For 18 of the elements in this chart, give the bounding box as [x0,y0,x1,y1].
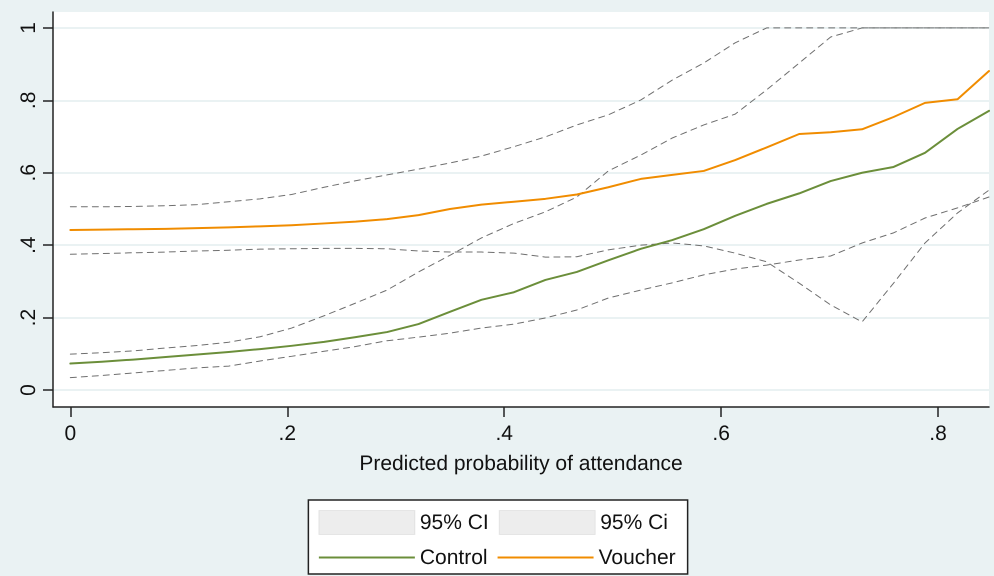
legend-label: 95% CI [420,511,489,534]
y-tick-label: 1 [17,22,40,34]
x-tick-label: 0 [64,422,76,445]
x-tick-label: .2 [278,422,296,445]
x-tick-label: .4 [495,422,514,445]
x-axis-title: Predicted probability of attendance [359,452,683,475]
legend-label: 95% Ci [600,511,668,534]
y-tick-label: .2 [17,308,40,326]
y-tick-label: 0 [17,384,40,396]
y-tick-label: .8 [17,92,40,110]
line-series [69,70,990,231]
x-tick-label: .8 [929,422,947,445]
y-tick-label: .4 [17,236,40,254]
legend-label: Control [420,546,488,569]
legend-label: Voucher [598,546,676,569]
line-series [69,110,990,365]
y-tick-label: .6 [17,164,40,182]
x-tick-label: .6 [712,422,730,445]
